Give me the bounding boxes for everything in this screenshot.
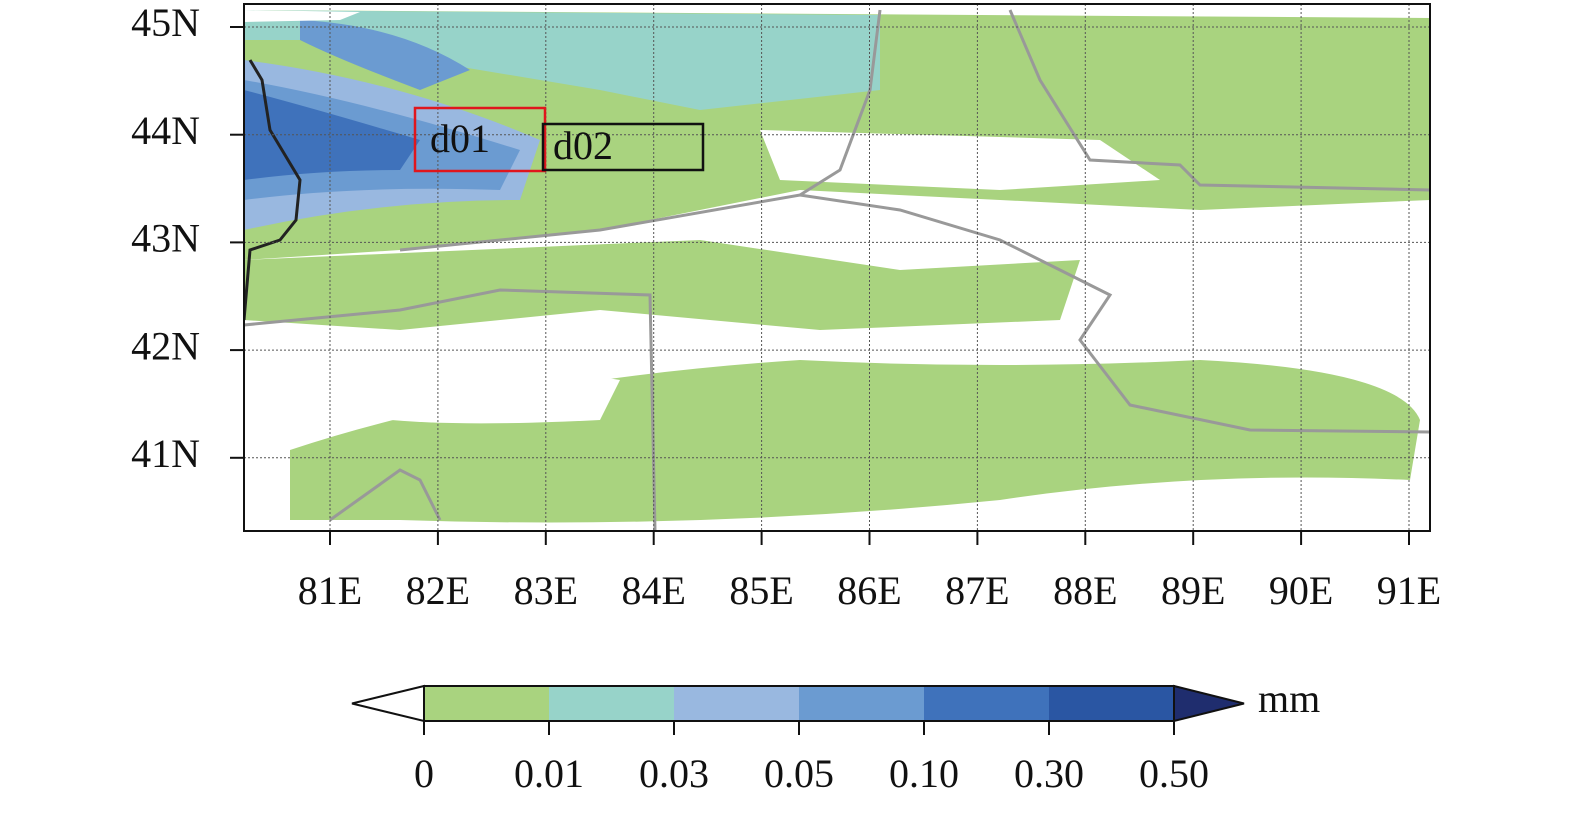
domain-box (541, 122, 705, 172)
lat-label: 45N (131, 0, 200, 45)
colorbar-extend (1173, 684, 1245, 723)
lon-label: 88E (1053, 568, 1117, 613)
lon-label: 83E (514, 568, 578, 613)
lon-label: 84E (621, 568, 685, 613)
colorbar-bin (799, 686, 924, 721)
colorbar-bin (674, 686, 799, 721)
domain-label: d01 (430, 116, 490, 161)
colorbar-label: 0.01 (514, 751, 584, 796)
colorbar-label: 0 (414, 751, 434, 796)
map-frame (243, 3, 1431, 532)
colorbar-bin (1049, 686, 1174, 721)
lat-label: 41N (131, 431, 200, 476)
colorbar-label: 0.10 (889, 751, 959, 796)
colorbar-label: 0.03 (639, 751, 709, 796)
colorbar-bin (424, 686, 549, 721)
colorbar-label: 0.05 (764, 751, 834, 796)
lon-label: 82E (406, 568, 470, 613)
lon-label: 86E (837, 568, 901, 613)
lon-label: 89E (1161, 568, 1225, 613)
domain-box (413, 106, 547, 173)
domain-label: d02 (553, 123, 613, 168)
lat-label: 43N (131, 216, 200, 261)
colorbar-bin (924, 686, 1049, 721)
graticule (230, 4, 1430, 545)
colorbar-extend (351, 684, 425, 723)
lon-label: 81E (298, 568, 362, 613)
colorbar-label: 0.50 (1139, 751, 1209, 796)
lon-label: 90E (1269, 568, 1333, 613)
colorbar (351, 684, 1245, 735)
lat-label: 44N (131, 108, 200, 153)
lat-label: 42N (131, 323, 200, 368)
borders (244, 9, 1430, 531)
colorbar-unit: mm (1258, 676, 1320, 721)
lon-label: 85E (729, 568, 793, 613)
precip-field (244, 10, 1430, 523)
colorbar-label: 0.30 (1014, 751, 1084, 796)
colorbar-bin (549, 686, 674, 721)
lon-label: 91E (1377, 568, 1441, 613)
lon-label: 87E (945, 568, 1009, 613)
